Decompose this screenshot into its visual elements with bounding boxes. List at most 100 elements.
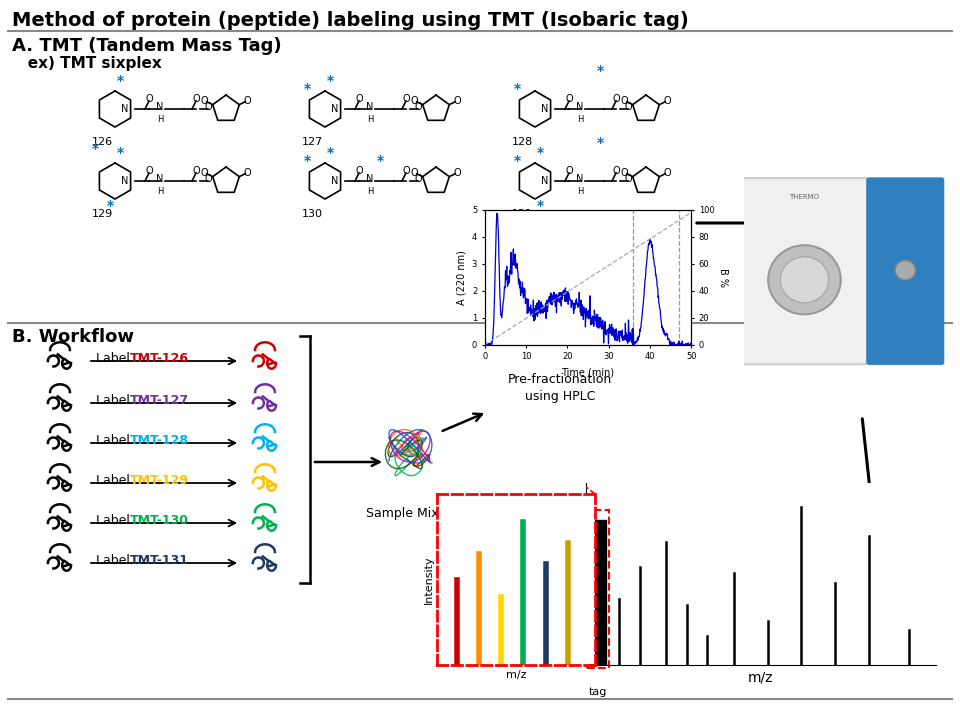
Text: 129: 129 — [92, 209, 113, 219]
Text: N: N — [576, 102, 584, 112]
Text: *: * — [596, 64, 604, 78]
Text: 128: 128 — [512, 137, 533, 147]
Text: *: * — [91, 142, 99, 156]
Text: ex) TMT sixplex: ex) TMT sixplex — [12, 56, 161, 71]
Text: Label: Label — [96, 553, 133, 567]
Text: LC-MS/MS: LC-MS/MS — [823, 323, 898, 338]
Y-axis label: B %: B % — [718, 268, 729, 287]
Text: O: O — [565, 166, 573, 176]
Text: O: O — [204, 174, 212, 184]
Text: A. TMT (Tandem Mass Tag): A. TMT (Tandem Mass Tag) — [12, 37, 281, 55]
Text: H: H — [156, 114, 163, 124]
Text: *: * — [514, 82, 520, 96]
Text: N: N — [541, 104, 548, 114]
Text: *: * — [303, 154, 311, 168]
FancyBboxPatch shape — [867, 178, 944, 364]
Text: O: O — [414, 174, 421, 184]
Text: O: O — [453, 96, 461, 106]
Text: 131: 131 — [512, 209, 533, 219]
Text: O: O — [355, 166, 363, 176]
Text: O: O — [663, 96, 671, 106]
Text: TMT-129: TMT-129 — [130, 474, 189, 486]
Text: O: O — [612, 166, 620, 176]
Text: O: O — [201, 168, 208, 178]
Text: *: * — [596, 136, 604, 150]
Text: Label: Label — [96, 393, 133, 407]
Text: *: * — [116, 146, 124, 160]
Text: TMT-127: TMT-127 — [130, 393, 189, 407]
Y-axis label: Intensity: Intensity — [424, 555, 434, 604]
Text: TMT-130: TMT-130 — [130, 513, 189, 527]
Text: N: N — [331, 176, 339, 186]
Text: TMT-126: TMT-126 — [130, 351, 189, 365]
Text: N: N — [367, 174, 373, 184]
Text: Label: Label — [96, 434, 133, 447]
X-axis label: m/z: m/z — [748, 670, 774, 685]
Text: O: O — [565, 94, 573, 104]
Text: O: O — [192, 94, 200, 104]
Text: Label: Label — [96, 351, 133, 365]
Text: Pre-fractionation
using HPLC: Pre-fractionation using HPLC — [508, 373, 612, 403]
Text: N: N — [331, 104, 339, 114]
Text: *: * — [537, 199, 543, 213]
X-axis label: Time (min): Time (min) — [562, 367, 614, 377]
Text: N: N — [156, 102, 164, 112]
Text: *: * — [514, 154, 520, 168]
Text: *: * — [303, 82, 311, 96]
Text: O: O — [624, 102, 632, 112]
Text: O: O — [201, 96, 208, 106]
Text: H: H — [577, 186, 583, 196]
Text: Sample Mixture: Sample Mixture — [366, 507, 464, 520]
Text: N: N — [156, 174, 164, 184]
Text: N: N — [121, 104, 129, 114]
Bar — [634, 207, 679, 345]
Y-axis label: Intensity: Intensity — [570, 547, 583, 602]
Text: O: O — [453, 168, 461, 178]
Text: Label: Label — [96, 474, 133, 486]
Text: 130: 130 — [302, 209, 323, 219]
Text: 127: 127 — [302, 137, 324, 147]
Circle shape — [768, 245, 841, 314]
Text: N: N — [576, 174, 584, 184]
Text: *: * — [537, 146, 543, 160]
Text: 126: 126 — [92, 137, 113, 147]
Text: O: O — [355, 94, 363, 104]
Text: O: O — [411, 168, 419, 178]
Text: O: O — [612, 94, 620, 104]
Text: B. Workflow: B. Workflow — [12, 328, 134, 346]
Text: *: * — [107, 199, 113, 213]
Text: H: H — [156, 186, 163, 196]
Text: TMT-131: TMT-131 — [130, 553, 189, 567]
Text: Label: Label — [96, 513, 133, 527]
Text: O: O — [402, 94, 410, 104]
Text: THERMO: THERMO — [789, 194, 820, 201]
Text: N: N — [121, 176, 129, 186]
Text: O: O — [192, 166, 200, 176]
Text: O: O — [624, 174, 632, 184]
Text: O: O — [145, 166, 153, 176]
Text: O: O — [244, 168, 252, 178]
Text: *: * — [326, 74, 333, 88]
FancyBboxPatch shape — [742, 178, 867, 364]
Text: O: O — [145, 94, 153, 104]
Text: O: O — [621, 96, 629, 106]
Circle shape — [895, 261, 916, 280]
Y-axis label: A (220 nm): A (220 nm) — [456, 250, 467, 305]
Text: H: H — [367, 186, 373, 196]
Text: tag: tag — [588, 687, 607, 697]
X-axis label: m/z: m/z — [506, 670, 526, 680]
Text: O: O — [204, 102, 212, 112]
Text: H: H — [577, 114, 583, 124]
Text: O: O — [411, 96, 419, 106]
Text: TMT-128: TMT-128 — [130, 434, 189, 447]
Text: H: H — [367, 114, 373, 124]
Text: N: N — [541, 176, 548, 186]
Text: *: * — [326, 146, 333, 160]
Circle shape — [780, 257, 828, 303]
Text: *: * — [116, 74, 124, 88]
Text: O: O — [244, 96, 252, 106]
Text: O: O — [414, 102, 421, 112]
Text: N: N — [367, 102, 373, 112]
Text: *: * — [376, 154, 384, 168]
Text: Method of protein (peptide) labeling using TMT (Isobaric tag): Method of protein (peptide) labeling usi… — [12, 11, 688, 30]
